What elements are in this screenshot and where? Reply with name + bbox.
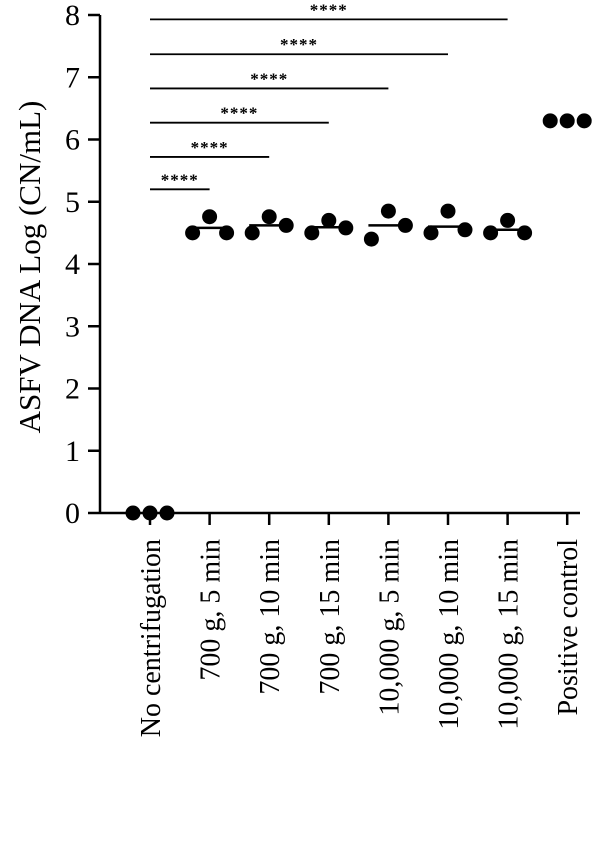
- data-point: [517, 225, 533, 241]
- data-point: [261, 209, 277, 225]
- x-axis: No centrifugation 700 g, 5 min 700 g, 10 m…: [100, 511, 584, 737]
- data-point: [278, 217, 294, 233]
- x-tick-label: No centrifugation: [136, 539, 167, 737]
- x-tick-label: 10,000 g, 10 min: [434, 539, 465, 730]
- data-point: [380, 203, 396, 219]
- data-point: [159, 505, 175, 521]
- significance-bars: **** **** **** **** **** ****: [150, 0, 508, 191]
- y-tick-label: 4: [65, 248, 80, 281]
- y-tick-label: 5: [65, 186, 80, 219]
- data-point: [219, 225, 235, 241]
- data-point: [500, 212, 516, 228]
- x-tick-label: 10,000 g, 15 min: [494, 539, 525, 730]
- data-point: [244, 225, 260, 241]
- y-tick-label: 1: [65, 435, 80, 468]
- y-axis: 0 1 2 3 4 5 6 7 8: [65, 0, 102, 530]
- y-axis-title: ASFV DNA Log (CN/mL): [12, 101, 47, 434]
- data-point: [321, 212, 337, 228]
- significance-label: ****: [191, 138, 229, 157]
- significance-label: ****: [310, 0, 348, 19]
- data-point: [483, 225, 499, 241]
- data-point: [142, 505, 158, 521]
- data-point: [576, 113, 592, 129]
- data-point: [202, 209, 218, 225]
- significance-label: ****: [220, 104, 258, 123]
- data-point: [542, 113, 558, 129]
- x-tick-label: 10,000 g, 5 min: [374, 539, 405, 716]
- significance-label: ****: [250, 69, 288, 88]
- data-point: [304, 225, 320, 241]
- data-point: [125, 505, 141, 521]
- y-tick-label: 2: [65, 373, 80, 406]
- x-tick-label: 700 g, 5 min: [196, 539, 227, 681]
- x-tick-label: Positive control: [553, 539, 584, 716]
- data-point: [363, 231, 379, 247]
- y-tick-label: 6: [65, 124, 80, 157]
- data-points: [125, 113, 592, 521]
- y-tick-label: 0: [65, 497, 80, 530]
- significance-label: ****: [161, 170, 199, 189]
- y-tick-label: 8: [65, 0, 80, 32]
- data-point: [423, 225, 439, 241]
- data-point: [559, 113, 575, 129]
- data-point: [440, 203, 456, 219]
- x-tick-label: 700 g, 15 min: [315, 539, 346, 695]
- x-tick-label: 700 g, 10 min: [255, 539, 286, 695]
- y-tick-label: 7: [65, 61, 80, 94]
- data-point: [457, 222, 473, 238]
- significance-label: ****: [280, 35, 318, 54]
- data-point: [338, 220, 354, 236]
- y-tick-label: 3: [65, 310, 80, 343]
- data-point: [397, 217, 413, 233]
- data-point: [185, 225, 201, 241]
